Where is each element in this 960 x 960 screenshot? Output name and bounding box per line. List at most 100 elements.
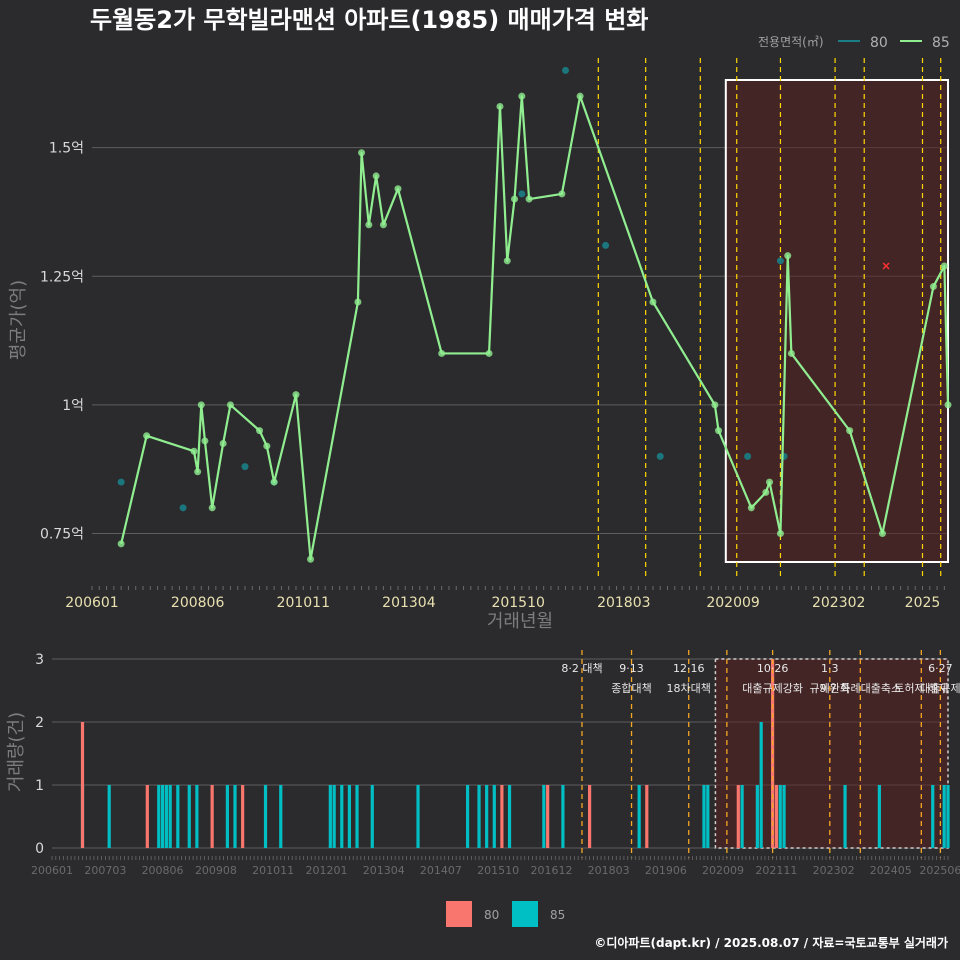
x-tick-label: 201304: [382, 595, 436, 611]
series-85-point: [715, 427, 723, 435]
policy-label: 6·27: [928, 662, 953, 675]
series-85-point: [511, 195, 519, 203]
vol-bar-85: [942, 785, 946, 848]
vol-bar-80: [210, 785, 214, 848]
policy-label: 8·2 대책: [561, 662, 602, 675]
vol-x-tick-label: 202405: [870, 864, 912, 877]
series-85-point: [219, 439, 227, 447]
series-85-point: [776, 530, 784, 538]
policy-sublabel: 토허제 해제: [894, 681, 948, 695]
vol-bar-85: [507, 785, 512, 848]
vol-bar-85: [843, 785, 847, 848]
policy-label: 9·13: [619, 662, 644, 675]
series-80-point: [117, 478, 125, 486]
series-85-point: [365, 221, 373, 229]
vol-bar-85: [107, 785, 111, 848]
vol-bar-85: [485, 785, 489, 848]
series-85-point: [208, 504, 216, 512]
vol-x-tick-label: 201510: [477, 864, 519, 877]
policy-label: 12·16: [673, 662, 705, 675]
vol-bar-80: [774, 785, 779, 848]
series-85-point: [379, 221, 387, 229]
legend-title: 전용면적(㎡): [758, 35, 824, 49]
highlight-range: [724, 79, 949, 563]
series-85-point: [649, 298, 657, 306]
vol-bar-85: [157, 785, 161, 848]
policy-label: 10·26: [757, 662, 789, 675]
series-85-point: [117, 540, 125, 548]
series-85-point: [762, 488, 770, 496]
vol-x-tick-label: 201407: [420, 864, 462, 877]
price-chart: 0.75억 1억 1.25억 1.5억 200601 200806 201011 201304…: [8, 35, 952, 632]
x-marker: [882, 262, 890, 270]
series-80-point: [518, 190, 526, 198]
vol-bar-85: [740, 785, 744, 848]
policy-sublabel: 종합대책: [611, 682, 651, 695]
vol-bar-80: [588, 785, 592, 848]
x-tick-label: 200601: [65, 595, 118, 611]
vol-bar-85: [778, 785, 782, 848]
vol-bar-85: [931, 785, 935, 848]
vol-bar-85: [465, 785, 470, 848]
series-80-point: [656, 452, 664, 460]
vol-y-tick-label: 2: [35, 715, 44, 731]
vol-x-tick-label: 200601: [31, 864, 73, 877]
vol-bar-85: [702, 785, 706, 848]
vol-bar-85: [706, 785, 710, 848]
vol-bar-85: [168, 785, 172, 848]
policy-sublabel: 9·7 특례대출축소: [819, 682, 901, 695]
vol-bar-85: [187, 785, 191, 848]
series-85-point: [784, 252, 792, 260]
series-85-point: [558, 190, 566, 198]
series-80-point: [602, 241, 610, 249]
vol-bar-85: [340, 785, 344, 848]
chart-title: 두월동2가 무학빌라맨션 아파트(1985) 매매가격 변화: [90, 6, 648, 34]
series-80-point: [744, 452, 752, 460]
vol-y-tick-label: 3: [35, 652, 44, 668]
series-85-point: [256, 427, 264, 435]
vol-legend-label-85: 85: [550, 908, 565, 922]
vol-bar-80: [80, 722, 85, 848]
vol-bar-85: [225, 785, 229, 848]
series-85-point: [846, 427, 854, 435]
series-85-point: [929, 283, 937, 291]
policy-sublabel: 규제완화: [810, 682, 850, 695]
vol-bar-85: [759, 722, 763, 848]
vol-bar-85: [477, 785, 481, 848]
vol-bar-80: [546, 785, 550, 848]
vol-bar-85: [877, 785, 881, 848]
vol-bar-80: [500, 785, 504, 848]
vol-x-tick-label: 200908: [195, 864, 237, 877]
series-85-point: [944, 401, 952, 409]
vol-x-tick-label: 202009: [702, 864, 744, 877]
series-85-point: [226, 401, 234, 409]
vol-x-tick-label: 201201: [306, 864, 348, 877]
series-85-point: [485, 349, 493, 357]
vol-bar-85: [637, 785, 641, 848]
y-tick-label: 1.5억: [49, 141, 84, 157]
vol-bar-85: [195, 785, 199, 848]
series-85-point: [940, 262, 948, 270]
vol-x-tick-label: 202506: [919, 864, 960, 877]
x-tick-label: 202009: [706, 595, 759, 611]
series-85-point: [263, 442, 271, 450]
vol-y-tick-label: 0: [35, 841, 44, 857]
series-80-point: [241, 463, 249, 471]
vol-bar-85: [263, 785, 268, 848]
series-85-point: [787, 349, 795, 357]
vol-x-tick-label: 201906: [645, 864, 687, 877]
vol-x-tick-label: 201304: [363, 864, 405, 877]
series-80-point: [776, 257, 784, 265]
vol-y-axis-label: 거래량(건): [6, 712, 27, 792]
vol-bar-80: [145, 785, 149, 848]
series-85-point: [358, 149, 366, 157]
volume-chart: 0 1 2 3 8·2 대책 9·13 종합대책 12·16 18차대책 10·26 대출규제강화 1…: [6, 650, 960, 927]
policy-sublabel: 대출규제강화: [742, 682, 803, 695]
vol-x-tick-label: 201803: [588, 864, 630, 877]
series-85-point: [394, 185, 402, 193]
vol-bar-80: [645, 785, 649, 848]
x-tick-label: 201803: [597, 595, 650, 611]
vol-legend-swatch-85: [512, 901, 538, 927]
vol-y-tick-label: 1: [35, 778, 44, 794]
